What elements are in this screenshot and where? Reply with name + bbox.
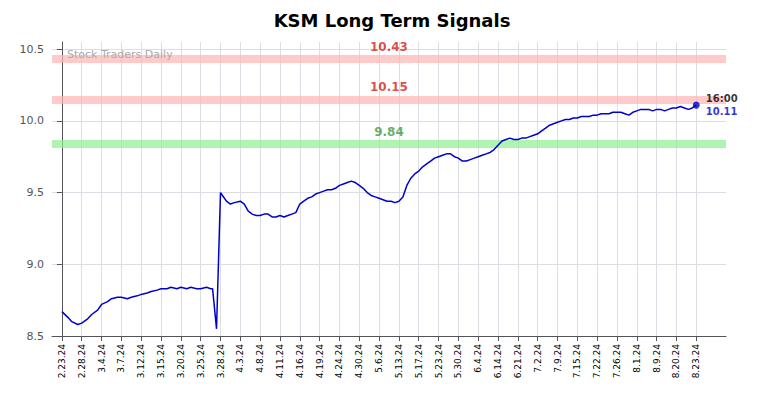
svg-text:7.15.24: 7.15.24 [572, 344, 582, 379]
svg-text:4.8.24: 4.8.24 [255, 344, 265, 373]
svg-text:6.21.24: 6.21.24 [513, 344, 523, 379]
svg-text:8.20.24: 8.20.24 [671, 344, 681, 379]
svg-text:3.25.24: 3.25.24 [196, 344, 206, 379]
svg-text:6.14.24: 6.14.24 [493, 344, 503, 379]
svg-text:2.23.24: 2.23.24 [57, 344, 67, 379]
svg-text:7.9.24: 7.9.24 [553, 344, 563, 373]
svg-text:10.11: 10.11 [706, 106, 738, 117]
svg-text:3.7.24: 3.7.24 [116, 344, 126, 373]
svg-text:4.30.24: 4.30.24 [354, 344, 364, 379]
svg-text:7.22.24: 7.22.24 [592, 344, 602, 379]
svg-text:4.16.24: 4.16.24 [295, 344, 305, 379]
svg-text:10.5: 10.5 [20, 43, 45, 56]
svg-text:10.15: 10.15 [370, 80, 408, 94]
svg-text:9.0: 9.0 [27, 258, 45, 271]
svg-text:9.5: 9.5 [27, 186, 45, 199]
svg-text:5.17.24: 5.17.24 [414, 344, 424, 379]
svg-text:5.30.24: 5.30.24 [453, 344, 463, 379]
svg-text:8.9.24: 8.9.24 [652, 344, 662, 373]
svg-text:7.2.24: 7.2.24 [533, 344, 543, 373]
svg-text:4.19.24: 4.19.24 [315, 344, 325, 379]
svg-text:10.43: 10.43 [370, 40, 408, 54]
svg-text:5.6.24: 5.6.24 [374, 344, 384, 373]
svg-text:3.4.24: 3.4.24 [97, 344, 107, 373]
svg-text:16:00: 16:00 [706, 93, 738, 104]
svg-text:5.23.24: 5.23.24 [434, 344, 444, 379]
svg-text:KSM Long Term Signals: KSM Long Term Signals [274, 10, 511, 31]
svg-text:4.11.24: 4.11.24 [275, 344, 285, 379]
svg-text:5.13.24: 5.13.24 [394, 344, 404, 379]
svg-text:4.24.24: 4.24.24 [334, 344, 344, 379]
svg-text:8.5: 8.5 [27, 330, 45, 343]
svg-text:8.23.24: 8.23.24 [691, 344, 701, 379]
svg-text:3.28.24: 3.28.24 [216, 344, 226, 379]
svg-text:8.1.24: 8.1.24 [632, 344, 642, 373]
svg-text:Stock Traders Daily: Stock Traders Daily [67, 48, 173, 61]
svg-text:2.28.24: 2.28.24 [77, 344, 87, 379]
svg-text:7.26.24: 7.26.24 [612, 344, 622, 379]
svg-text:6.4.24: 6.4.24 [473, 344, 483, 373]
svg-text:3.15.24: 3.15.24 [156, 344, 166, 379]
svg-text:10.0: 10.0 [20, 114, 45, 127]
svg-text:3.12.24: 3.12.24 [136, 344, 146, 379]
svg-text:9.84: 9.84 [374, 125, 404, 139]
svg-text:3.20.24: 3.20.24 [176, 344, 186, 379]
svg-text:4.3.24: 4.3.24 [235, 344, 245, 373]
